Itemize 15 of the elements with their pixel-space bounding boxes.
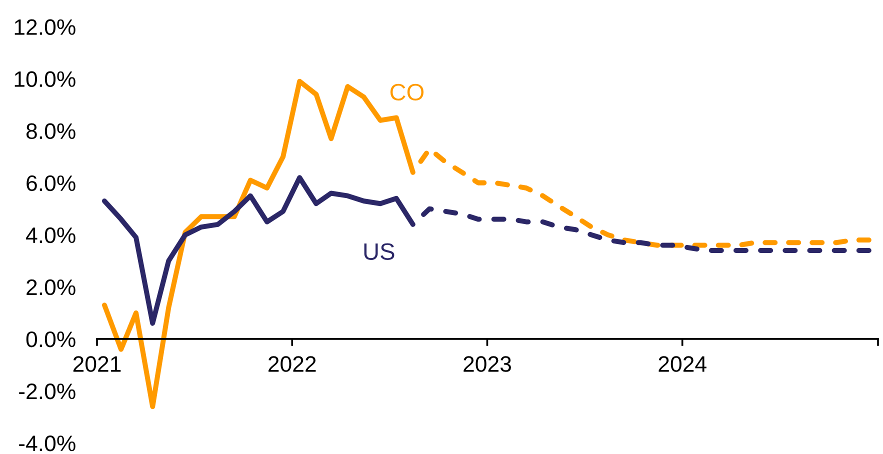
y-tick-label: -4.0% (19, 436, 76, 452)
x-tick-label: 2023 (464, 356, 511, 372)
y-tick-label: 10.0% (14, 71, 76, 88)
x-tick-label: 2024 (658, 356, 706, 372)
series-label: US (364, 243, 394, 260)
y-tick-label: 12.0% (14, 19, 76, 35)
y-tick-label: 2.0% (26, 279, 76, 296)
x-tick-label: 2021 (73, 356, 121, 372)
y-tick-label: 0.0% (26, 331, 76, 348)
series-label: CO (390, 84, 424, 101)
y-tick-label: 8.0% (26, 123, 76, 140)
y-tick-label: 6.0% (26, 175, 76, 192)
y-tick-label: 4.0% (26, 227, 76, 244)
x-tick-label: 2022 (268, 356, 316, 372)
y-tick-label: -2.0% (19, 383, 76, 400)
